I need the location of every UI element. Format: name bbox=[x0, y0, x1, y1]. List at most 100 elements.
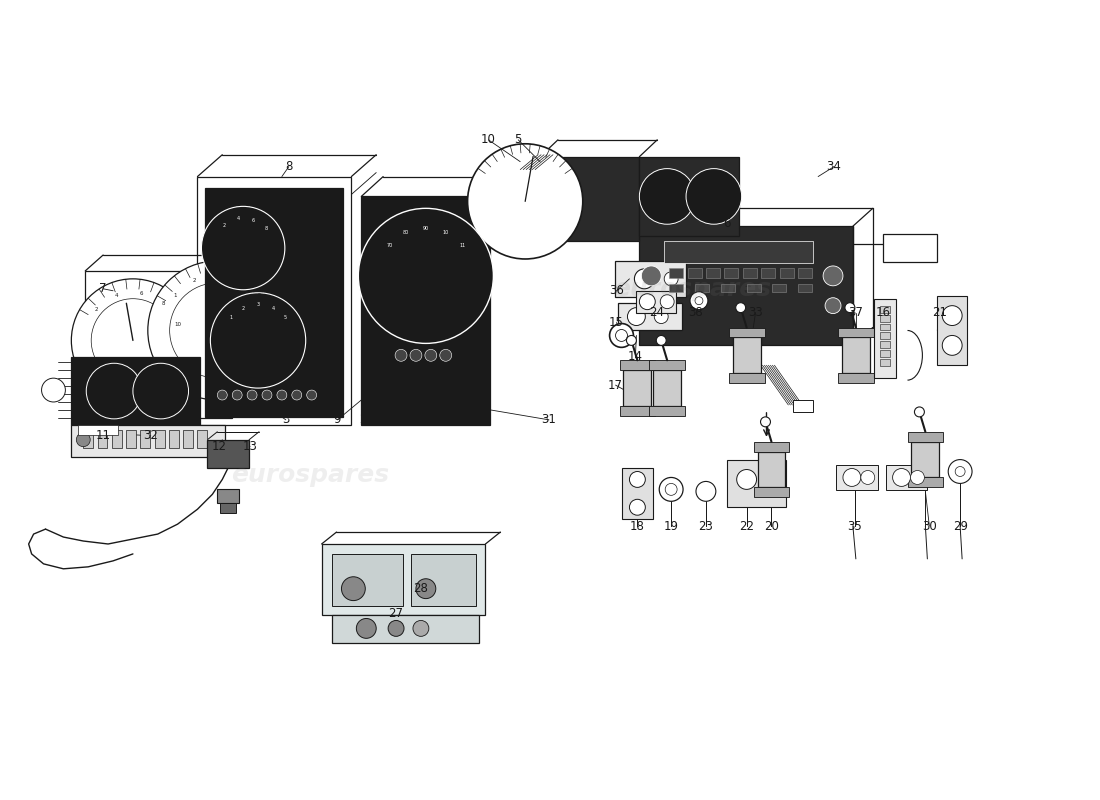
Bar bbox=[615, 261, 686, 297]
Circle shape bbox=[395, 350, 407, 362]
Bar bbox=[842, 338, 870, 373]
Text: 35: 35 bbox=[847, 520, 862, 533]
Bar bbox=[624, 370, 651, 406]
Bar bbox=[772, 284, 786, 292]
Bar bbox=[198, 430, 208, 448]
Circle shape bbox=[232, 390, 242, 400]
Text: 4: 4 bbox=[444, 414, 451, 426]
Text: 5: 5 bbox=[284, 315, 287, 320]
Circle shape bbox=[277, 390, 287, 400]
Bar bbox=[728, 327, 764, 338]
Circle shape bbox=[201, 206, 285, 290]
Circle shape bbox=[341, 577, 365, 601]
Text: 21: 21 bbox=[932, 306, 947, 319]
Circle shape bbox=[86, 363, 142, 419]
Text: 17: 17 bbox=[608, 378, 623, 392]
Circle shape bbox=[914, 407, 924, 417]
Bar bbox=[540, 157, 639, 241]
Bar bbox=[664, 241, 813, 263]
Bar bbox=[728, 373, 764, 383]
Circle shape bbox=[736, 302, 746, 313]
Bar bbox=[649, 360, 685, 370]
Bar bbox=[799, 268, 812, 278]
Bar bbox=[908, 432, 944, 442]
Circle shape bbox=[609, 323, 634, 347]
Bar bbox=[649, 406, 685, 416]
Text: 26: 26 bbox=[359, 414, 374, 426]
Bar bbox=[720, 284, 735, 292]
Bar bbox=[331, 554, 403, 606]
Circle shape bbox=[218, 390, 228, 400]
Text: eurospares: eurospares bbox=[231, 463, 388, 487]
Text: 38: 38 bbox=[689, 306, 703, 319]
Bar bbox=[908, 478, 944, 487]
Text: 4: 4 bbox=[272, 306, 275, 310]
Circle shape bbox=[955, 466, 965, 477]
Circle shape bbox=[147, 261, 287, 400]
Bar bbox=[880, 323, 890, 330]
Circle shape bbox=[627, 335, 637, 346]
Text: 4: 4 bbox=[114, 293, 119, 298]
Bar bbox=[141, 430, 151, 448]
Bar bbox=[725, 268, 738, 278]
Circle shape bbox=[388, 621, 404, 636]
Circle shape bbox=[763, 470, 783, 490]
Text: 8: 8 bbox=[264, 226, 267, 231]
Bar bbox=[361, 197, 491, 425]
Bar bbox=[880, 342, 890, 348]
Text: 10: 10 bbox=[481, 134, 496, 146]
Bar bbox=[733, 338, 760, 373]
Bar bbox=[126, 430, 136, 448]
Circle shape bbox=[659, 478, 683, 502]
Bar bbox=[838, 327, 873, 338]
Bar bbox=[742, 268, 757, 278]
Circle shape bbox=[248, 390, 257, 400]
Circle shape bbox=[359, 208, 494, 343]
Text: 6: 6 bbox=[252, 218, 255, 222]
Text: 5: 5 bbox=[515, 134, 521, 146]
Circle shape bbox=[416, 578, 436, 598]
Circle shape bbox=[635, 269, 654, 289]
Text: 3: 3 bbox=[216, 274, 219, 278]
Bar bbox=[758, 452, 785, 487]
Text: 31: 31 bbox=[541, 414, 557, 426]
Circle shape bbox=[629, 499, 646, 515]
Circle shape bbox=[825, 298, 842, 314]
Bar bbox=[882, 234, 937, 262]
Text: 70: 70 bbox=[386, 242, 393, 248]
Bar bbox=[880, 333, 890, 339]
Bar bbox=[836, 465, 878, 490]
Text: 32: 32 bbox=[143, 430, 158, 442]
Text: 16: 16 bbox=[877, 306, 891, 319]
Text: 11: 11 bbox=[460, 242, 465, 248]
Bar bbox=[727, 459, 786, 507]
Bar bbox=[761, 268, 776, 278]
Text: 14: 14 bbox=[628, 350, 642, 363]
Bar bbox=[617, 302, 682, 330]
Bar bbox=[208, 440, 249, 467]
Bar bbox=[754, 442, 790, 452]
Circle shape bbox=[943, 335, 962, 355]
Text: 28: 28 bbox=[414, 582, 428, 595]
Text: 12: 12 bbox=[212, 440, 227, 453]
Bar bbox=[206, 189, 343, 417]
Bar bbox=[169, 430, 179, 448]
Bar bbox=[754, 487, 790, 498]
Circle shape bbox=[616, 330, 627, 342]
Bar bbox=[78, 425, 118, 434]
Text: 18: 18 bbox=[630, 520, 645, 533]
Bar bbox=[706, 268, 721, 278]
Bar bbox=[669, 268, 683, 278]
Bar bbox=[331, 615, 478, 643]
Bar bbox=[184, 430, 194, 448]
Circle shape bbox=[696, 482, 716, 502]
Circle shape bbox=[843, 469, 861, 486]
Circle shape bbox=[262, 390, 272, 400]
Bar bbox=[838, 373, 873, 383]
Circle shape bbox=[666, 483, 678, 495]
Circle shape bbox=[412, 621, 429, 636]
Bar bbox=[873, 298, 895, 378]
Text: eurospares: eurospares bbox=[613, 277, 771, 301]
Text: 2: 2 bbox=[89, 382, 97, 394]
Circle shape bbox=[737, 470, 757, 490]
